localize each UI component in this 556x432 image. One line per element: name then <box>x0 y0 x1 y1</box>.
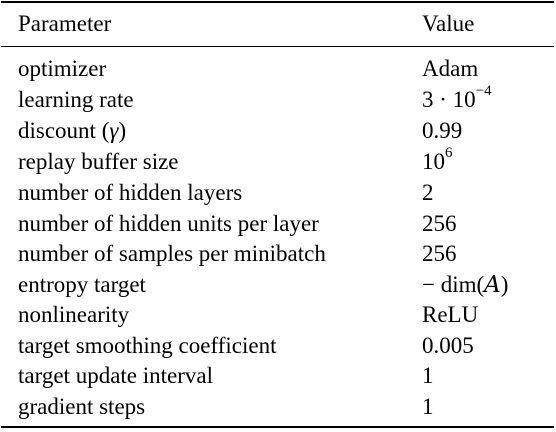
param-cell: target smoothing coefficient <box>18 333 277 358</box>
table-row: optimizer Adam <box>0 54 556 84</box>
table-row: number of hidden units per layer 256 <box>0 209 556 239</box>
value-cell: − dim(A) <box>422 270 508 300</box>
value-cell: 0.99 <box>422 118 463 143</box>
table-row: nonlinearity ReLU <box>0 300 556 330</box>
param-cell: optimizer <box>18 56 107 81</box>
action-space-symbol: A <box>484 272 501 298</box>
param-cell: number of samples per minibatch <box>18 241 326 266</box>
table-row: target update interval 1 <box>0 361 556 391</box>
value-cell: 2 <box>422 180 434 205</box>
value-cell: ReLU <box>422 302 479 327</box>
param-cell: gradient steps <box>18 394 146 419</box>
table-row: target smoothing coefficient 0.005 <box>0 331 556 361</box>
value-cell: Adam <box>422 56 479 81</box>
value-suffix: ) <box>500 272 509 297</box>
table-row: learning rate 3 · 10−4 <box>0 83 556 115</box>
table-row: entropy target − dim(A) <box>0 270 556 300</box>
value-base: 10 <box>422 149 445 174</box>
table-row: discount (γ) 0.99 <box>0 116 556 146</box>
table-row: number of hidden layers 2 <box>0 178 556 208</box>
value-prefix: − dim( <box>422 272 485 297</box>
header-value: Value <box>422 11 475 36</box>
value-cell: 106 <box>422 145 453 177</box>
value-cell: 3 · 10−4 <box>422 83 492 115</box>
value-cell: 1 <box>422 363 434 388</box>
header-parameter: Parameter <box>18 11 112 36</box>
param-cell: entropy target <box>18 272 146 297</box>
value-cell: 256 <box>422 241 457 266</box>
table-row: gradient steps 1 <box>0 392 556 422</box>
table-top-rule <box>1 1 554 3</box>
table-header-row: Parameter Value <box>0 9 556 39</box>
param-cell: replay buffer size <box>18 149 179 174</box>
param-cell: number of hidden layers <box>18 180 243 205</box>
param-text: discount ( <box>18 118 110 143</box>
param-cell: discount (γ) <box>18 116 126 146</box>
value-cell: 1 <box>422 394 434 419</box>
table-header-rule <box>1 46 554 47</box>
param-close: ) <box>118 118 127 143</box>
param-cell: target update interval <box>18 363 213 388</box>
value-exponent: −4 <box>475 83 492 100</box>
gamma-symbol: γ <box>109 118 119 143</box>
value-cell: 0.005 <box>422 333 474 358</box>
table-bottom-rule <box>1 426 554 428</box>
param-cell: learning rate <box>18 87 134 112</box>
param-cell: number of hidden units per layer <box>18 211 319 236</box>
table-row: replay buffer size 106 <box>0 145 556 177</box>
value-cell: 256 <box>422 211 457 236</box>
table-row: number of samples per minibatch 256 <box>0 239 556 269</box>
value-exponent: 6 <box>445 145 453 162</box>
value-base: 3 · 10 <box>422 87 476 112</box>
param-cell: nonlinearity <box>18 302 130 327</box>
